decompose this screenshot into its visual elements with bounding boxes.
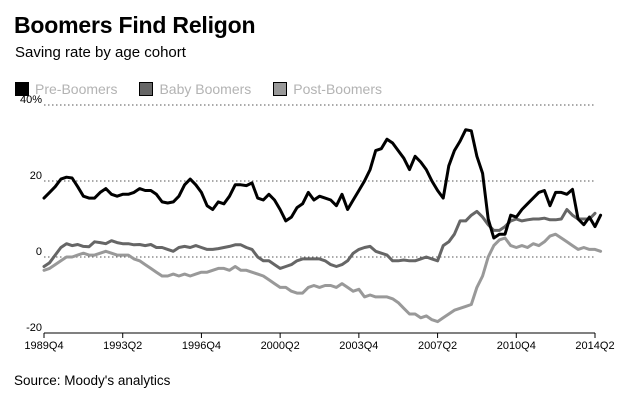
series-line-baby-boomers [42, 208, 597, 270]
y-tick-label: -20 [26, 322, 42, 334]
x-tick-label: 2010Q4 [497, 340, 536, 352]
legend-label-post-boomers: Post-Boomers [293, 81, 382, 97]
y-tick-label: 20 [30, 170, 42, 182]
series-line-pre-boomers [42, 128, 603, 240]
x-tick-label: 2007Q2 [418, 340, 457, 352]
legend-swatch-post-boomers [273, 82, 288, 96]
series-line-post-boomers [42, 232, 603, 324]
y-tick-label: 0 [36, 246, 42, 258]
legend-item-pre-boomers: Pre-Boomers [15, 81, 117, 97]
x-tick-label: 2014Q2 [575, 340, 614, 352]
source-note: Source: Moody's analytics [14, 373, 171, 388]
y-tick-label: 40% [20, 94, 42, 106]
legend-item-post-boomers: Post-Boomers [273, 81, 382, 97]
x-tick-label: 1993Q2 [103, 340, 142, 352]
x-tick-label: 2000Q2 [261, 340, 300, 352]
legend-swatch-baby-boomers [139, 82, 154, 96]
legend-item-baby-boomers: Baby Boomers [139, 81, 251, 97]
legend-swatch-pre-boomers [15, 82, 29, 96]
chart-title: Boomers Find Religon [14, 12, 256, 38]
legend: Pre-Boomers Baby Boomers Post-Boomers [15, 81, 404, 97]
x-tick-label: 1996Q4 [182, 340, 221, 352]
x-tick-label: 2003Q4 [339, 340, 378, 352]
chart-subtitle: Saving rate by age cohort [15, 44, 186, 61]
x-tick-label: 1989Q4 [24, 340, 63, 352]
legend-label-baby-boomers: Baby Boomers [159, 81, 252, 97]
legend-label-pre-boomers: Pre-Boomers [35, 81, 118, 97]
